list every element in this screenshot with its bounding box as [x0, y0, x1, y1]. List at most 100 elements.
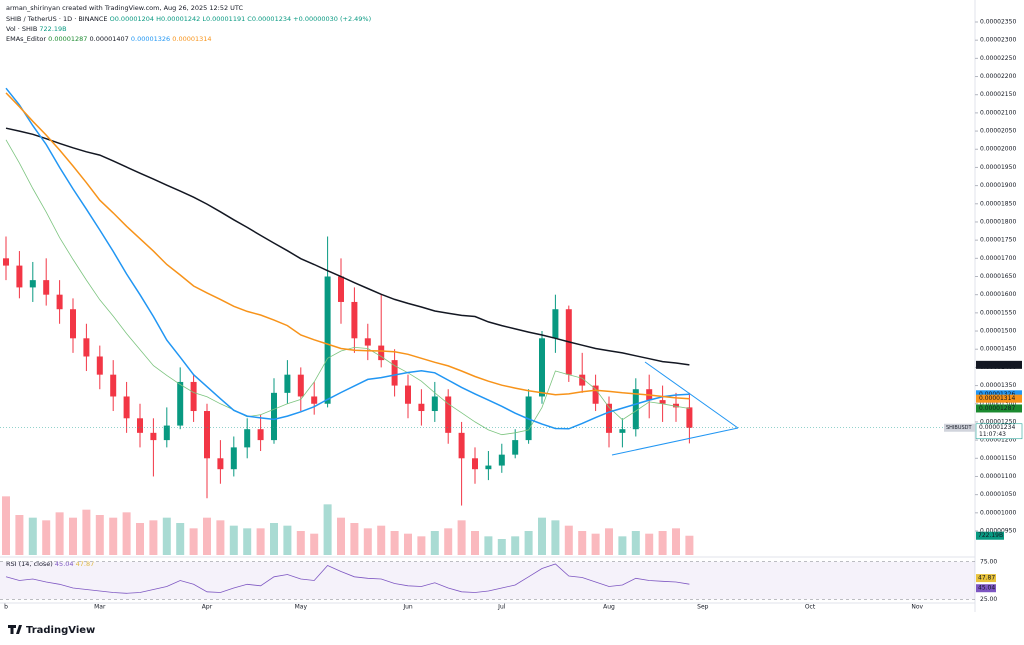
volume-bar — [631, 531, 640, 555]
candle-body — [512, 440, 519, 455]
x-tick-label: Mar — [94, 604, 106, 611]
volume-bar — [55, 512, 64, 555]
volume-bar — [310, 533, 319, 555]
candle-body — [56, 294, 63, 310]
volume-bar — [350, 523, 359, 555]
volume-bar — [390, 531, 399, 555]
volume-bar — [82, 509, 91, 555]
volume-bar — [229, 525, 238, 555]
candle-body — [204, 411, 210, 459]
candle-body — [271, 392, 277, 441]
symbol-tag — [944, 423, 975, 432]
rsi-tag-label: 45.04 — [978, 585, 995, 592]
volume-bar — [15, 515, 24, 555]
y-tick-label: 0.00001150 — [980, 455, 1016, 462]
y-tick-label: 0.00001200 — [980, 437, 1016, 444]
volume-name: Vol · SHIB — [6, 25, 37, 33]
y-tick-label: 0.00001550 — [980, 309, 1016, 316]
ema-line — [5, 87, 690, 430]
price-tag-label: 0.00001407 — [979, 361, 1015, 368]
volume-bar — [430, 531, 439, 555]
volume-bar — [658, 531, 667, 555]
volume-bar — [189, 528, 198, 555]
volume-bar — [216, 520, 225, 555]
volume-bar — [42, 520, 51, 555]
volume-bar — [109, 517, 118, 555]
x-tick-label: Nov — [911, 604, 923, 611]
last-price-tag — [975, 423, 1023, 440]
ema-value: 0.00001326 — [131, 35, 170, 43]
candle-body — [431, 396, 438, 412]
x-tick-label: b — [4, 604, 8, 611]
candle-body — [311, 396, 318, 404]
candle-body — [150, 432, 157, 441]
candle-body — [539, 338, 545, 397]
rsi-value: 45.04 — [55, 560, 74, 568]
candle-body — [244, 429, 251, 448]
triangle-line — [611, 427, 739, 456]
candle-body — [3, 258, 9, 266]
candle-body — [110, 374, 117, 397]
symbol-tag-label: SHIBUSDT — [946, 425, 973, 431]
candle-body — [70, 309, 76, 339]
volume-tag-label: 722.19B — [978, 532, 1003, 539]
candle-body — [686, 407, 693, 428]
candle-body — [284, 374, 291, 393]
volume-bar — [457, 520, 466, 555]
x-tick-label: Jun — [402, 604, 413, 611]
y-tick-label: 0.00001750 — [980, 237, 1016, 244]
y-tick-label: 0.00001900 — [980, 182, 1016, 189]
volume-bar — [162, 517, 171, 555]
x-tick-label: Apr — [202, 604, 213, 611]
y-tick-label: 0.00002250 — [980, 55, 1016, 62]
volume-bar — [484, 536, 493, 555]
candle-body — [592, 385, 599, 404]
y-tick-label: 0.00000950 — [980, 528, 1016, 535]
rsi-value: 47.87 — [76, 560, 95, 568]
rsi-tick-label: 25.00 — [980, 596, 997, 603]
volume-bar — [28, 517, 37, 555]
y-tick-label: 0.00001350 — [980, 382, 1016, 389]
x-tick-label: Sep — [697, 604, 709, 611]
volume-bar — [136, 523, 144, 555]
candle-body — [458, 432, 465, 459]
y-tick-label: 0.00002200 — [980, 73, 1016, 80]
candle-body — [163, 425, 170, 441]
price-tag — [976, 404, 1022, 413]
volume-bar — [605, 528, 613, 555]
y-tick-label: 0.00001850 — [980, 200, 1016, 207]
volume-bar — [2, 496, 10, 555]
volume-bar — [618, 536, 627, 555]
y-tick-label: 0.00002150 — [980, 91, 1016, 98]
y-tick-label: 0.00002300 — [980, 37, 1016, 44]
price-tag — [976, 360, 1022, 369]
volume-bar — [323, 504, 332, 555]
candle-body — [485, 465, 492, 470]
credit: arman_shirinyan created with TradingView… — [6, 4, 244, 12]
volume-bar — [645, 533, 654, 555]
volume-bar — [591, 533, 600, 555]
candle-body — [257, 429, 264, 441]
candle-body — [632, 389, 639, 430]
ema-legend: EMAs_Editor 0.00001287 0.00001407 0.0000… — [6, 35, 212, 43]
volume-bar — [511, 536, 520, 555]
price-tag-label: 0.00001287 — [979, 405, 1015, 412]
candle-body — [472, 458, 478, 470]
tradingview-logo: TradingView — [8, 625, 95, 636]
candle-body — [552, 309, 559, 339]
ema-value: 0.00001407 — [90, 35, 129, 43]
x-tick-label: May — [295, 604, 308, 611]
candle-body — [351, 301, 358, 339]
candle-body — [364, 338, 371, 346]
plot: 0.00000950 0.00001000 0.00001050 0.00001100… — [0, 18, 1023, 611]
y-tick-label: 0.00001450 — [980, 346, 1016, 353]
volume-bar — [444, 528, 453, 555]
ema-name: EMAs_Editor — [6, 35, 46, 43]
candle-body — [123, 396, 130, 419]
volume-bar — [296, 531, 305, 555]
volume-bar — [337, 517, 345, 555]
volume-bar — [95, 515, 104, 555]
rsi-tag — [976, 584, 996, 593]
y-tick-label: 0.00002350 — [980, 18, 1016, 25]
